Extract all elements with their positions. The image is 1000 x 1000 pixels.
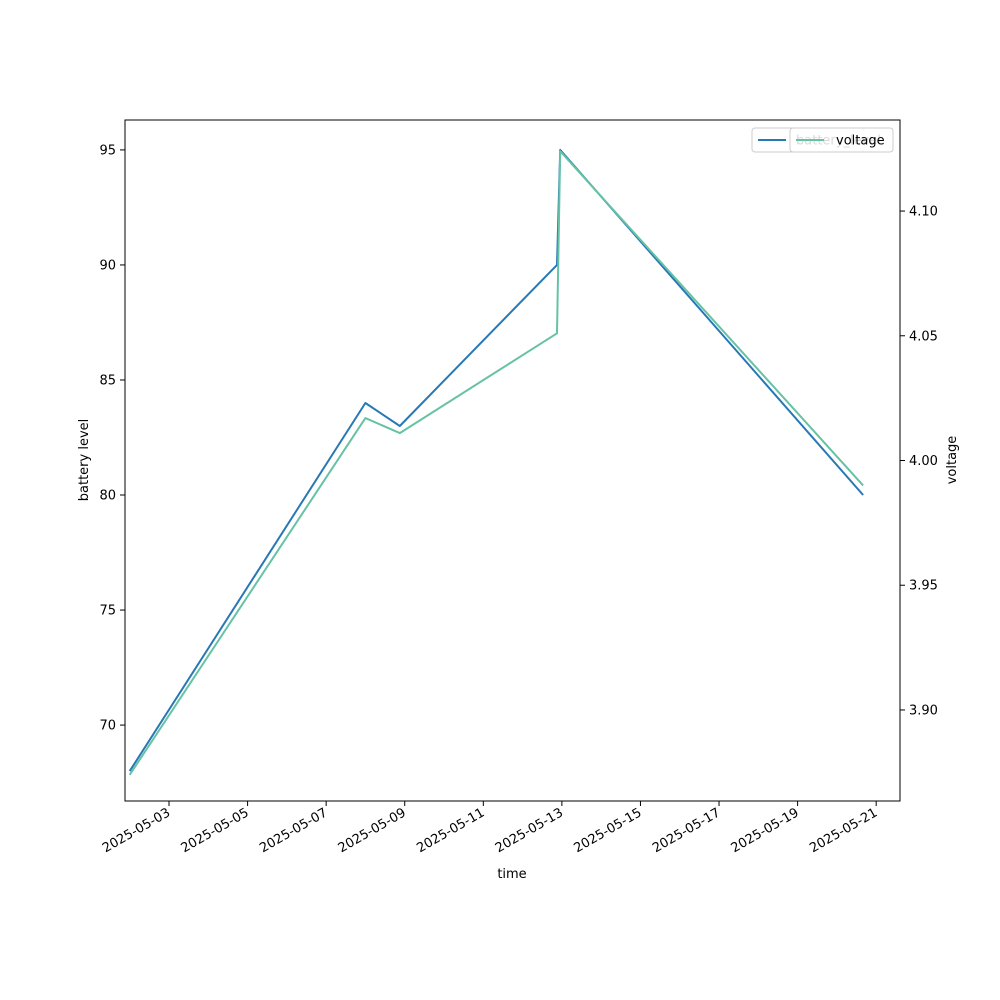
y2-tick-label: 4.05 [909, 329, 938, 344]
y-axis-title: battery level [77, 419, 92, 502]
x-tick-label: 2025-05-11 [414, 805, 487, 856]
x-tick-label: 2025-05-03 [100, 805, 173, 856]
x-tick-label: 2025-05-19 [729, 805, 802, 856]
y-tick-label: 85 [99, 373, 116, 388]
y-tick-label: 70 [99, 719, 116, 734]
legend-voltage-label: voltage [836, 134, 885, 149]
y-axis-left: 70 75 80 85 90 95 [99, 143, 125, 734]
y-tick-label: 90 [99, 258, 116, 273]
series-lines [128, 148, 864, 776]
x-tick-label: 2025-05-17 [650, 805, 723, 856]
y2-tick-label: 4.10 [909, 205, 938, 220]
legend-voltage: voltage [789, 127, 894, 153]
x-axis-title: time [497, 867, 526, 882]
x-tick-label: 2025-05-07 [257, 805, 330, 856]
y-axis-right: 3.90 3.95 4.00 4.05 4.10 [900, 205, 938, 718]
x-tick-label: 2025-05-21 [807, 805, 880, 856]
x-tick-label: 2025-05-09 [336, 805, 409, 856]
y-tick-label: 75 [99, 604, 116, 619]
y-tick-label: 95 [99, 143, 116, 158]
plot-area [125, 120, 900, 801]
series-line-voltage [128, 150, 864, 776]
y2-tick-label: 4.00 [909, 454, 938, 469]
plot-frame [124, 119, 901, 802]
x-tick-label: 2025-05-15 [572, 805, 645, 856]
y-tick-label: 80 [99, 489, 116, 504]
x-tick-label: 2025-05-13 [493, 805, 566, 856]
y2-tick-label: 3.95 [909, 579, 938, 594]
y2-axis-title: voltage [945, 436, 960, 485]
y2-tick-label: 3.90 [909, 703, 938, 718]
x-tick-label: 2025-05-05 [179, 805, 252, 856]
legend-voltage-box [789, 127, 894, 153]
x-axis: 2025-05-03 2025-05-05 2025-05-07 2025-05-09… [100, 801, 880, 856]
